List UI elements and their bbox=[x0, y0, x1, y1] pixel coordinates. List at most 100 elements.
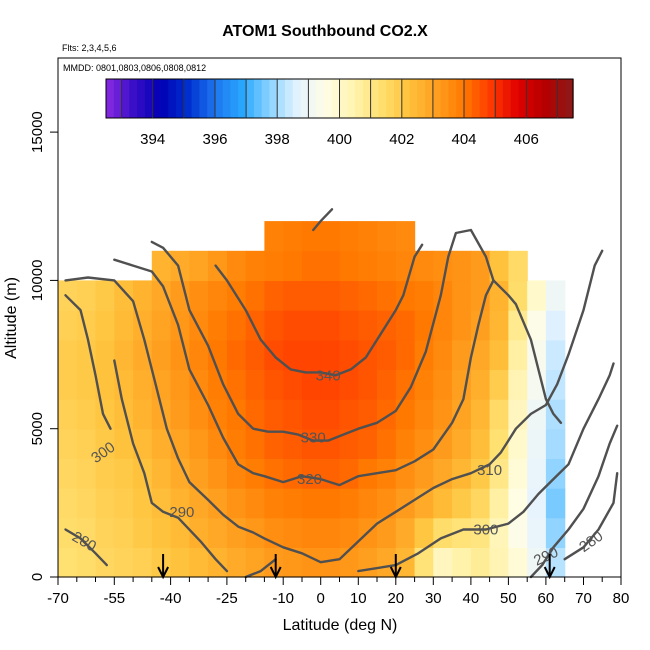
contour-340 bbox=[312, 208, 334, 232]
heatmap-cell bbox=[114, 399, 134, 430]
heatmap-cell bbox=[339, 339, 359, 370]
colorbar-segment bbox=[347, 79, 356, 118]
y-axis-label: Altitude (m) bbox=[3, 277, 20, 359]
x-axis: -70 -55 -40 -25 -10 0 10 20 30 40 50 60 70 80 bbox=[47, 577, 629, 607]
colorbar-segment bbox=[471, 79, 481, 118]
heatmap-cell bbox=[95, 369, 115, 400]
colorbar-tick-label: 402 bbox=[389, 131, 414, 148]
x-tick-label: -25 bbox=[216, 590, 238, 607]
heatmap-cell bbox=[527, 547, 547, 578]
heatmap-cell bbox=[489, 428, 509, 459]
x-tick-label: -55 bbox=[103, 590, 125, 607]
heatmap-cell bbox=[76, 547, 97, 578]
colorbar-segment bbox=[168, 79, 177, 118]
heatmap-cell bbox=[527, 517, 547, 548]
colorbar-segment bbox=[246, 79, 255, 118]
heatmap-cell bbox=[358, 221, 378, 252]
heatmap-cell bbox=[283, 280, 303, 311]
heatmap-cell bbox=[489, 310, 509, 341]
colorbar-tick-label: 404 bbox=[451, 131, 476, 148]
heatmap-cell bbox=[395, 547, 416, 578]
colorbar-tick-label: 396 bbox=[202, 131, 227, 148]
contour-330 bbox=[150, 228, 495, 442]
heatmap-cell bbox=[264, 428, 284, 459]
colorbar-segment bbox=[269, 79, 278, 118]
heatmap-cell bbox=[358, 399, 378, 430]
heatmap-cell bbox=[433, 488, 453, 519]
contour-300 bbox=[357, 362, 615, 573]
heatmap-cell bbox=[414, 280, 434, 311]
heatmap-cell bbox=[133, 280, 153, 311]
colorbar-tick-label: 400 bbox=[327, 131, 352, 148]
heatmap-cell bbox=[226, 428, 247, 459]
contour-340 bbox=[214, 243, 424, 377]
colorbar-segment bbox=[261, 79, 271, 118]
heatmap-cell bbox=[58, 339, 78, 370]
heatmap-cell bbox=[508, 547, 528, 578]
colorbar-segment bbox=[238, 79, 247, 118]
heatmap-cell bbox=[245, 250, 266, 282]
heatmap-cell bbox=[489, 399, 509, 430]
heatmap-cell bbox=[245, 369, 266, 400]
heatmap-cell bbox=[245, 488, 266, 519]
heatmap-cell bbox=[508, 339, 528, 370]
heatmap-cell bbox=[226, 310, 247, 341]
heatmap-cell bbox=[151, 250, 172, 282]
y-tick-label: 5000 bbox=[29, 412, 46, 445]
heatmap-cell bbox=[395, 339, 416, 370]
heatmap-cell bbox=[470, 547, 491, 578]
heatmap-cell bbox=[226, 547, 247, 578]
heatmap-cell bbox=[189, 517, 209, 548]
heatmap-cell bbox=[339, 488, 359, 519]
heatmap-cell bbox=[433, 339, 453, 370]
heatmap-cell bbox=[452, 517, 472, 548]
colorbar-segment bbox=[464, 79, 473, 118]
heatmap-cell bbox=[545, 339, 566, 370]
heatmap-cell bbox=[302, 250, 322, 282]
heatmap-cell bbox=[452, 488, 472, 519]
heatmap-cell bbox=[339, 280, 359, 311]
heatmap-cell bbox=[339, 250, 359, 282]
colorbar: 394 396 398 400 402 404 406 bbox=[105, 78, 574, 148]
heatmap-cell bbox=[226, 250, 247, 282]
y-tick-label: 0 bbox=[29, 573, 46, 581]
colorbar-segment bbox=[137, 79, 146, 118]
potential-temperature-contours bbox=[64, 208, 619, 579]
heatmap-cell bbox=[320, 428, 341, 459]
colorbar-segment bbox=[199, 79, 208, 118]
colorbar-segment bbox=[386, 79, 395, 118]
heatmap-cell bbox=[133, 517, 153, 548]
contour-300 bbox=[64, 294, 112, 430]
heatmap-cell bbox=[170, 458, 190, 489]
heatmap-cell bbox=[339, 221, 359, 252]
heatmap-cell bbox=[170, 250, 190, 282]
colorbar-segment bbox=[215, 79, 224, 118]
heatmap-cell bbox=[377, 458, 397, 489]
heatmap-cell bbox=[489, 369, 509, 400]
heatmap-cell bbox=[320, 369, 341, 400]
heatmap-cell bbox=[58, 369, 78, 400]
heatmap-cell bbox=[452, 339, 472, 370]
contour-label: 340 bbox=[316, 367, 341, 384]
heatmap-cell bbox=[320, 547, 341, 578]
heatmap-cell bbox=[320, 250, 341, 282]
heatmap-cell bbox=[264, 280, 284, 311]
heatmap-cell bbox=[470, 488, 491, 519]
heatmap-cell bbox=[320, 310, 341, 341]
heatmap-cell bbox=[452, 280, 472, 311]
heatmap-cell bbox=[302, 369, 322, 400]
x-tick-label: 70 bbox=[575, 590, 592, 607]
colorbar-segment bbox=[113, 79, 123, 118]
heatmap-cell bbox=[470, 280, 491, 311]
heatmap-cell bbox=[133, 399, 153, 430]
heatmap-cell bbox=[527, 458, 547, 489]
contour-label: 330 bbox=[301, 430, 326, 447]
colorbar-segment bbox=[207, 79, 216, 118]
heatmap-cell bbox=[245, 399, 266, 430]
heatmap-cell bbox=[452, 547, 472, 578]
heatmap-cell bbox=[489, 458, 509, 489]
flights-annotation: Flts: 2,3,4,5,6 bbox=[62, 43, 117, 53]
heatmap-cell bbox=[470, 517, 491, 548]
heatmap-cell bbox=[320, 339, 341, 370]
heatmap-cell bbox=[133, 428, 153, 459]
